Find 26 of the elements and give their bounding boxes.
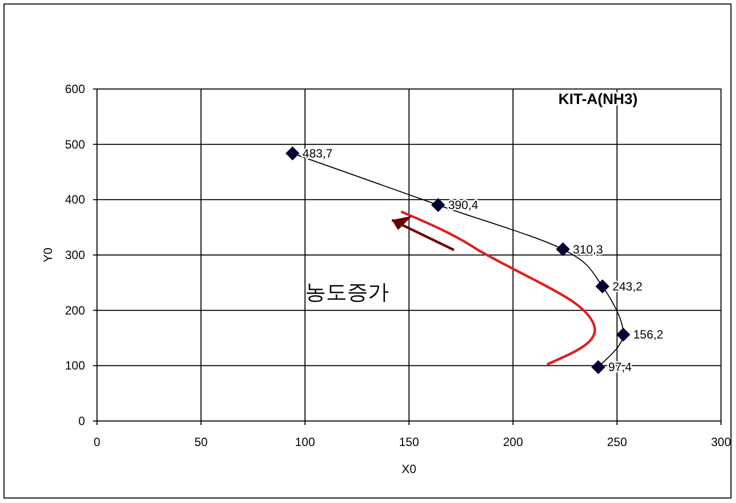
- data-label: 310,3: [572, 242, 604, 256]
- x-tick-label: 200: [502, 435, 524, 449]
- x-tick-label: 300: [710, 435, 732, 449]
- point: [591, 360, 606, 374]
- data-label: 156,2: [633, 328, 664, 342]
- annotation: 농도증가: [305, 281, 389, 304]
- point: [595, 279, 610, 294]
- x-tick-label: 100: [294, 435, 316, 449]
- point: [431, 198, 446, 212]
- x-axis-title: X0: [402, 462, 417, 476]
- y-tick-label: 100: [64, 358, 86, 373]
- y-tick-label: 600: [64, 82, 86, 96]
- x-tick-label: 50: [194, 435, 208, 449]
- y-tick-label: 200: [64, 303, 86, 318]
- y-tick-label: 0: [78, 414, 86, 428]
- point: [556, 242, 570, 256]
- point: [286, 146, 300, 160]
- y-tick-label: 300: [64, 248, 86, 262]
- y-axis-title: Y0: [41, 247, 55, 262]
- data-label: 390,4: [448, 198, 478, 212]
- point: [616, 328, 630, 342]
- x-tick-label: 250: [606, 435, 628, 449]
- y-tick-label: 400: [64, 192, 86, 207]
- x-tick-label: 150: [398, 435, 420, 449]
- y-tick-label: 500: [64, 137, 86, 152]
- x-tick-label: 0: [94, 435, 101, 449]
